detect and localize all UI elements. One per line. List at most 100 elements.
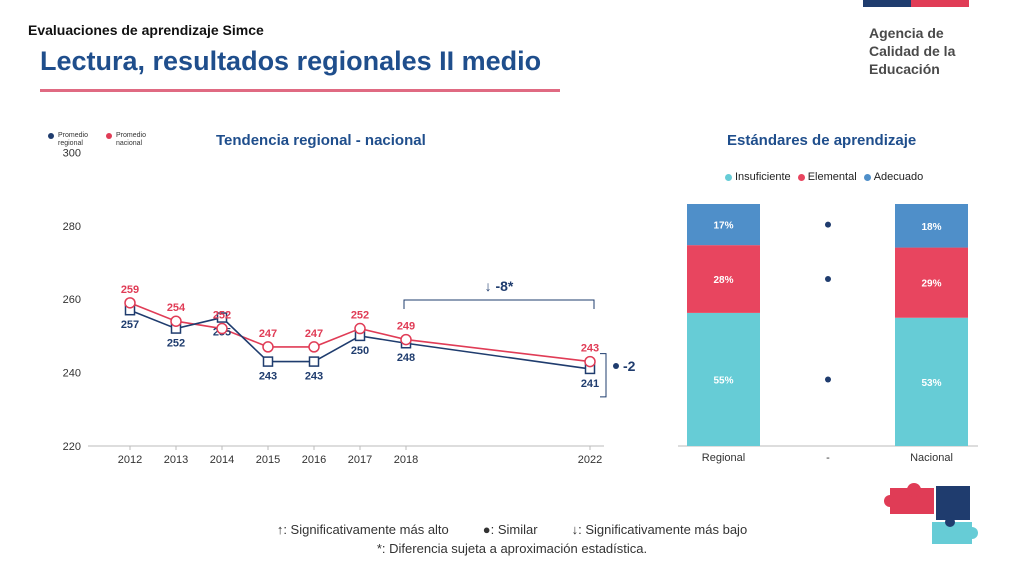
- logo-line-1: Agencia de: [869, 25, 944, 41]
- regional-data-label: 252: [167, 338, 185, 350]
- regional-data-label: 248: [397, 352, 415, 364]
- puzzle-knob-navy: [945, 517, 955, 527]
- y-tick-label: 220: [63, 441, 81, 453]
- bar-category-label: Regional: [702, 452, 745, 464]
- regional-data-label: 243: [305, 371, 323, 383]
- puzzle-piece-navy: [936, 486, 970, 520]
- x-tick-label: 2018: [394, 454, 418, 466]
- bar-segment-insuficiente: [687, 312, 760, 446]
- change-bracket: [403, 299, 595, 309]
- legend-elemental: Elemental: [797, 171, 857, 183]
- bar-category-label: -: [826, 452, 830, 464]
- similar-marker-adecuado: [825, 221, 831, 228]
- nacional-point: [216, 322, 228, 335]
- trend-chart-title: Tendencia regional - nacional: [216, 132, 426, 149]
- bar-label-adecuado: 17%: [713, 221, 733, 232]
- regional-data-label: 250: [351, 345, 369, 357]
- regional-point: [262, 356, 274, 367]
- legend-insuficiente: Insuficiente: [725, 171, 791, 183]
- puzzle-knob-teal: [966, 527, 978, 539]
- legend-regional: Promedio regional: [48, 132, 108, 148]
- brand-bar-blue: [863, 0, 911, 7]
- regional-data-label: 243: [259, 371, 277, 383]
- legend-regional-label: Promedio regional: [58, 132, 88, 147]
- x-tick-label: 2013: [164, 454, 188, 466]
- bar-label-insuficiente: 55%: [713, 375, 733, 386]
- nacional-point: [400, 333, 412, 346]
- section-title: Evaluaciones de aprendizaje Simce: [28, 22, 264, 38]
- x-tick-label: 2022: [578, 454, 602, 466]
- x-tick-label: 2014: [210, 454, 234, 466]
- nacional-data-label: 254: [167, 302, 186, 314]
- brand-bar-red: [911, 0, 969, 7]
- puzzle-logo: [884, 483, 978, 544]
- y-tick-label: 260: [63, 294, 81, 306]
- footer-alto: ↑: Significativamente más alto: [276, 522, 449, 537]
- bar-segment-elemental: [895, 247, 968, 318]
- x-tick-label: 2012: [118, 454, 142, 466]
- nacional-point: [170, 315, 182, 327]
- nacional-data-label: 243: [581, 343, 599, 355]
- footer-bajo: ↓: Significativamente más bajo: [571, 522, 748, 537]
- bar-segment-elemental: [687, 245, 760, 313]
- legend-insuficiente-dot: [725, 173, 732, 181]
- nacional-point: [354, 322, 366, 335]
- regional-data-label: 241: [581, 378, 599, 390]
- standards-chart: 55% 28% 17% 53% 29% 18% Regional - Nacional: [678, 204, 978, 464]
- legend-regional-dot: [48, 133, 54, 139]
- x-tick-label: 2015: [256, 454, 280, 466]
- logo-line-2: Calidad de la: [869, 43, 956, 59]
- y-tick-label: 280: [63, 221, 81, 233]
- regional-point: [216, 312, 228, 323]
- bar-label-elemental: 29%: [921, 279, 941, 290]
- puzzle-knob-red: [907, 483, 921, 497]
- legend-adecuado-dot: [863, 173, 871, 181]
- legend-insuficiente-label: Insuficiente: [735, 171, 791, 183]
- diff-label: -2: [623, 358, 636, 374]
- similar-marker-elemental: [825, 276, 831, 283]
- legend-adecuado-label: Adecuado: [873, 171, 924, 183]
- nacional-point: [124, 297, 136, 309]
- nacional-data-label: 247: [305, 328, 323, 340]
- bar-segment-adecuado: [687, 204, 760, 246]
- similar-marker: [613, 363, 619, 369]
- series-regional-line: [129, 309, 591, 370]
- legend-nacional: Promedio nacional: [106, 132, 166, 148]
- legend-elemental-label: Elemental: [807, 171, 857, 183]
- puzzle-knob-red-left: [884, 495, 896, 507]
- puzzle-piece-teal: [932, 522, 972, 544]
- bar-category-label: Nacional: [910, 452, 953, 464]
- brand-color-bar: [863, 0, 969, 7]
- page-title: Lectura, resultados regionales II medio: [40, 46, 542, 76]
- bar-label-adecuado: 18%: [921, 222, 941, 233]
- trend-chart: 220 240 260 280 300 2012 2013 2014 2015 2016 2017 2…: [63, 147, 636, 466]
- legend-nacional-dot: [106, 133, 112, 139]
- legend-adecuado: Adecuado: [863, 171, 924, 183]
- y-tick-label: 240: [63, 368, 81, 380]
- nacional-point: [262, 341, 274, 353]
- legend-elemental-dot: [797, 173, 805, 181]
- similar-marker-insuficiente: [825, 376, 831, 383]
- bar-label-elemental: 28%: [713, 275, 733, 286]
- footer-similar: ●: Similar: [482, 522, 538, 537]
- nacional-data-label: 259: [121, 284, 139, 296]
- series-nacional-line: [129, 302, 591, 363]
- change-label: ↓ -8*: [485, 278, 514, 294]
- logo-line-3: Educación: [869, 61, 940, 77]
- legend-nacional-label: Promedio nacional: [116, 132, 146, 147]
- bar-segment-adecuado: [895, 204, 968, 248]
- x-tick-label: 2017: [348, 454, 372, 466]
- x-tick-label: 2016: [302, 454, 326, 466]
- footer-legend: ↑: Significativamente más alto ●: Similar…: [0, 522, 1024, 537]
- regional-point: [308, 356, 320, 367]
- nacional-data-label: 252: [351, 310, 369, 322]
- diff-bracket: [600, 353, 607, 398]
- standards-legend: Insuficiente Elemental Adecuado: [725, 171, 927, 183]
- nacional-point: [308, 341, 320, 353]
- bar-segment-insuficiente: [895, 317, 968, 446]
- title-underline: [40, 89, 560, 92]
- bar-label-insuficiente: 53%: [921, 378, 941, 389]
- standards-chart-title: Estándares de aprendizaje: [727, 132, 917, 149]
- nacional-data-label: 249: [397, 321, 415, 333]
- regional-data-label: 257: [121, 319, 139, 331]
